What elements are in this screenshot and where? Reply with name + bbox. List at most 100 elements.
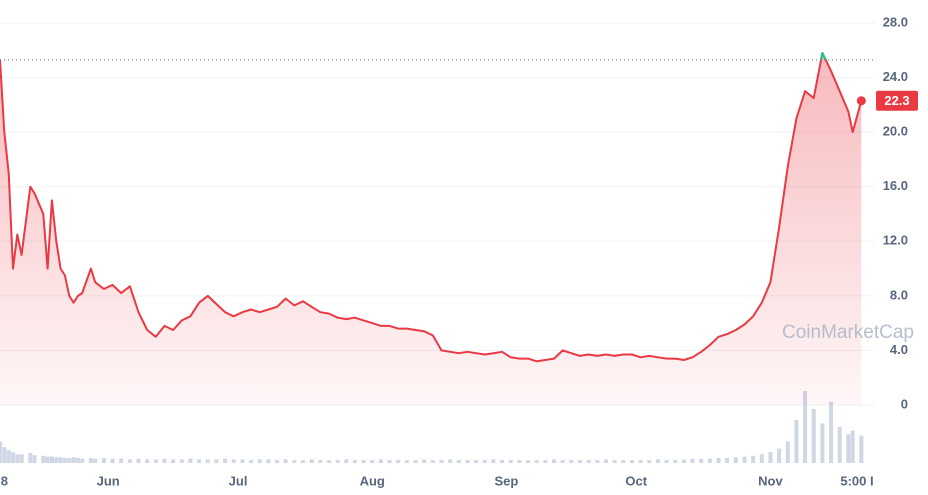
x-tick-label: 5:00 I	[840, 473, 873, 488]
volume-bar	[45, 456, 50, 463]
volume-bar	[422, 459, 427, 463]
volume-bar	[552, 459, 557, 463]
volume-bar	[725, 457, 730, 463]
y-tick-label: 16.0	[883, 178, 908, 193]
x-tick-label: Sep	[494, 473, 518, 488]
volume-bar	[474, 460, 479, 463]
volume-bar	[62, 457, 67, 463]
watermark: CoinMarketCap	[782, 322, 914, 343]
volume-bar	[214, 459, 219, 463]
volume-bar	[71, 457, 76, 463]
volume-bar	[309, 459, 314, 463]
volume-bar	[413, 460, 418, 463]
volume-bar	[188, 458, 193, 463]
volume-bar	[136, 458, 141, 463]
volume-bar	[482, 460, 487, 463]
x-tick-label: 8	[1, 473, 8, 488]
volume-bar	[837, 427, 842, 463]
y-tick-label: 12.0	[883, 233, 908, 248]
volume-bar	[344, 459, 349, 463]
volume-bar	[119, 458, 124, 463]
volume-bar	[742, 456, 747, 463]
volume-bar	[93, 458, 98, 463]
volume-bar	[387, 460, 392, 463]
y-tick-label: 0	[901, 396, 908, 411]
volume-bar	[153, 459, 158, 463]
volume-bar	[0, 441, 2, 463]
volume-bar	[179, 459, 184, 463]
volume-bar	[681, 459, 686, 463]
volume-bar	[32, 455, 37, 463]
volume-bar	[612, 460, 617, 463]
volume-bar	[794, 419, 799, 463]
volume-bar	[664, 460, 669, 463]
volume-bar	[6, 450, 11, 463]
volume-bar	[629, 460, 634, 463]
volume-bar	[690, 458, 695, 463]
volume-bar	[318, 460, 323, 463]
volume-bar	[820, 423, 825, 463]
volume-bar	[534, 460, 539, 463]
volume-bar	[335, 460, 340, 463]
volume-bar	[733, 457, 738, 463]
volume-bar	[500, 460, 505, 463]
volume-bar	[404, 460, 409, 463]
volume-bar	[430, 460, 435, 463]
volume-bar	[171, 459, 176, 463]
volume-bar	[162, 458, 167, 463]
volume-bar	[777, 448, 782, 463]
volume-bar	[10, 452, 15, 463]
volume-bar	[621, 460, 626, 463]
volume-bar	[448, 459, 453, 463]
volume-bar	[75, 457, 80, 463]
volume-bar	[326, 460, 331, 463]
volume-bar	[101, 457, 106, 463]
volume-bar	[378, 459, 383, 463]
volume-bar	[292, 460, 297, 463]
volume-bar	[560, 460, 565, 463]
volume-bar	[249, 460, 254, 463]
volume-bar	[283, 459, 288, 463]
volume-bar	[508, 460, 513, 463]
volume-bar	[439, 460, 444, 463]
volume-bar	[2, 447, 7, 463]
x-tick-label: Oct	[625, 473, 647, 488]
volume-bar	[300, 460, 305, 463]
volume-bar	[396, 460, 401, 463]
volume-bar	[638, 460, 643, 463]
x-tick-label: Nov	[758, 473, 783, 488]
volume-bar	[673, 460, 678, 463]
y-tick-label: 8.0	[890, 287, 908, 302]
last-price-dot	[856, 96, 866, 106]
volume-bar	[67, 457, 72, 463]
volume-bar	[257, 459, 262, 463]
volume-bar	[223, 458, 228, 463]
volume-bar	[803, 391, 808, 463]
y-tick-label: 20.0	[883, 124, 908, 139]
volume-bar	[586, 460, 591, 463]
volume-bar	[751, 455, 756, 463]
y-tick-label: 24.0	[883, 69, 908, 84]
volume-bar	[456, 460, 461, 463]
volume-bar	[28, 452, 33, 463]
volume-bar	[58, 457, 63, 463]
volume-bar	[707, 458, 712, 463]
volume-bar	[275, 460, 280, 463]
volume-bar	[603, 459, 608, 463]
volume-bar	[569, 460, 574, 463]
volume-bar	[15, 454, 20, 463]
volume-bar	[846, 434, 851, 463]
volume-bar	[231, 459, 236, 463]
price-tag-label: 22.3	[884, 93, 909, 108]
volume-bar	[768, 452, 773, 463]
volume-bar	[240, 459, 245, 463]
volume-bar	[491, 459, 496, 463]
volume-bar	[361, 460, 366, 463]
volume-bar	[543, 460, 548, 463]
volume-bar	[829, 401, 834, 463]
volume-bar	[647, 460, 652, 463]
volume-bar	[465, 460, 470, 463]
volume-bar	[370, 460, 375, 463]
